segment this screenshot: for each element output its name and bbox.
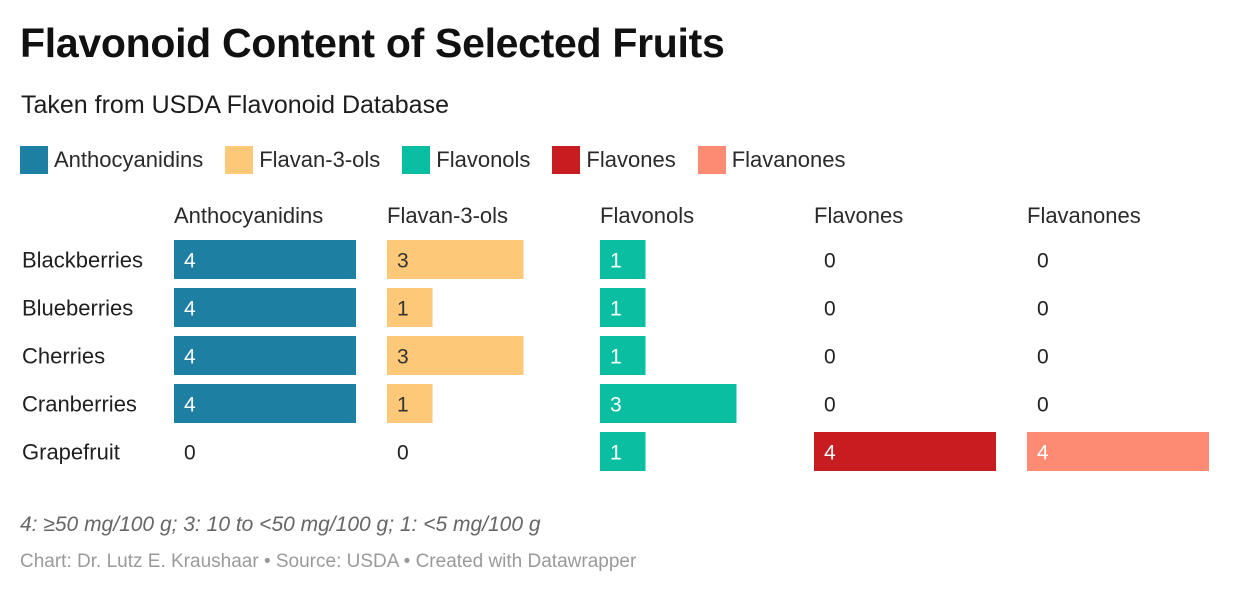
- legend-swatch-flavones: [552, 146, 581, 174]
- value-label-flavonols-cranberries: 3: [610, 394, 622, 417]
- row-label-cranberries: Cranberries: [22, 392, 137, 417]
- bar-flavonols-blueberries: [600, 288, 646, 327]
- legend-swatch-anthocyanidins: [20, 146, 48, 174]
- bar-flavanones-grapefruit: [1027, 432, 1209, 471]
- value-label-anthocyanidins-cherries: 4: [184, 346, 196, 369]
- value-label-flavanones-grapefruit: 4: [1037, 442, 1049, 465]
- bar-anthocyanidins-blackberries: [174, 240, 356, 279]
- legend-item-flavonols: Flavonols: [402, 146, 530, 174]
- bar-anthocyanidins-cranberries: [174, 384, 356, 423]
- bar-flavones-grapefruit: [814, 432, 996, 471]
- value-label-flavonols-grapefruit: 1: [610, 442, 622, 465]
- bar-anthocyanidins-blueberries: [174, 288, 356, 327]
- legend-label-flavanones: Flavanones: [731, 147, 846, 172]
- column-header-flavanones: Flavanones: [1027, 203, 1141, 228]
- column-header-flavones: Flavones: [814, 203, 903, 228]
- bar-flavan-3-ols-blackberries: [387, 240, 524, 279]
- legend-label-anthocyanidins: Anthocyanidins: [54, 147, 204, 172]
- legend-item-flavan-3-ols: Flavan-3-ols: [225, 146, 380, 174]
- value-label-flavan-3-ols-blackberries: 3: [397, 250, 409, 273]
- bar-flavan-3-ols-blueberries: [387, 288, 433, 327]
- value-label-anthocyanidins-cranberries: 4: [184, 394, 196, 417]
- bar-anthocyanidins-cherries: [174, 336, 356, 375]
- value-label-flavones-blackberries: 0: [824, 250, 836, 273]
- bar-flavan-3-ols-cherries: [387, 336, 524, 375]
- value-label-anthocyanidins-grapefruit: 0: [184, 442, 196, 465]
- bar-flavan-3-ols-cranberries: [387, 384, 433, 423]
- value-label-flavones-grapefruit: 4: [824, 442, 836, 465]
- value-label-flavanones-cranberries: 0: [1037, 394, 1049, 417]
- value-label-flavan-3-ols-cherries: 3: [397, 346, 409, 369]
- bar-flavonols-grapefruit: [600, 432, 646, 471]
- bar-chart: Blackberries Blueberries Cherries Cranberri…: [22, 203, 1209, 471]
- value-label-flavones-cherries: 0: [824, 346, 836, 369]
- chart-title: Flavonoid Content of Selected Fruits: [20, 20, 725, 66]
- row-label-blackberries: Blackberries: [22, 248, 143, 273]
- bar-flavonols-cranberries: [600, 384, 737, 423]
- column-header-flavonols: Flavonols: [600, 203, 694, 228]
- value-label-flavones-blueberries: 0: [824, 298, 836, 321]
- legend-label-flavones: Flavones: [586, 147, 676, 172]
- value-label-flavan-3-ols-blueberries: 1: [397, 298, 409, 321]
- column-header-flavan-3-ols: Flavan-3-ols: [387, 203, 508, 228]
- chart-subtitle: Taken from USDA Flavonoid Database: [21, 91, 449, 119]
- row-label-cherries: Cherries: [22, 344, 105, 369]
- value-label-flavonols-cherries: 1: [610, 346, 622, 369]
- value-label-flavan-3-ols-grapefruit: 0: [397, 442, 409, 465]
- value-label-flavones-cranberries: 0: [824, 394, 836, 417]
- bar-flavonols-blackberries: [600, 240, 646, 279]
- value-label-anthocyanidins-blackberries: 4: [184, 250, 196, 273]
- row-label-grapefruit: Grapefruit: [22, 440, 120, 465]
- legend-label-flavonols: Flavonols: [436, 147, 531, 172]
- legend-label-flavan-3-ols: Flavan-3-ols: [259, 147, 381, 172]
- value-label-flavanones-blueberries: 0: [1037, 298, 1049, 321]
- value-label-flavan-3-ols-cranberries: 1: [397, 394, 409, 417]
- legend-swatch-flavan-3-ols: [225, 146, 254, 174]
- value-label-flavanones-blackberries: 0: [1037, 250, 1049, 273]
- legend-swatch-flavonols: [402, 146, 431, 174]
- row-label-blueberries: Blueberries: [22, 296, 133, 321]
- legend-item-flavanones: Flavanones: [697, 146, 846, 174]
- chart-note: 4: ≥50 mg/100 g; 3: 10 to <50 mg/100 g; …: [20, 513, 541, 536]
- legend-item-anthocyanidins: Anthocyanidins: [20, 146, 203, 174]
- legend-item-flavones: Flavones: [552, 146, 676, 174]
- chart-credit: Chart: Dr. Lutz E. Kraushaar • Source: U…: [20, 551, 637, 572]
- column-header-anthocyanidins: Anthocyanidins: [174, 203, 323, 228]
- value-label-flavanones-cherries: 0: [1037, 346, 1049, 369]
- bar-flavonols-cherries: [600, 336, 646, 375]
- legend-swatch-flavanones: [697, 146, 726, 174]
- value-label-flavonols-blueberries: 1: [610, 298, 622, 321]
- legend: Anthocyanidins Flavan-3-ols Flavonols Fl…: [20, 146, 867, 174]
- value-label-anthocyanidins-blueberries: 4: [184, 298, 196, 321]
- value-label-flavonols-blackberries: 1: [610, 250, 622, 273]
